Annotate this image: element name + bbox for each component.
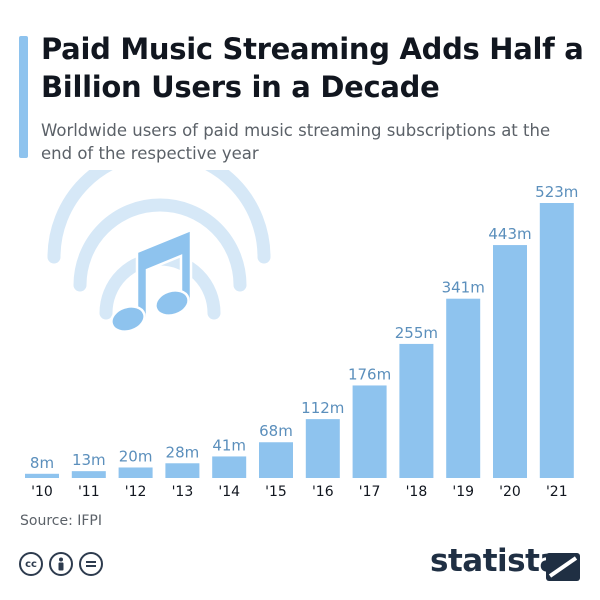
wave-outer [47, 170, 271, 264]
x-tick-label: '19 [452, 484, 474, 500]
value-label: 68m [259, 422, 293, 440]
value-label: 523m [535, 183, 578, 201]
cc-icon: cc [19, 552, 43, 576]
x-tick-label: '18 [406, 484, 428, 500]
attribution-icon [49, 552, 73, 576]
x-tick-label: '12 [125, 484, 147, 500]
value-label: 176m [348, 365, 391, 383]
bars-group: 8m '10 13m '11 20m '12 28m '13 41m '14 68m '15 112m '… [25, 183, 578, 500]
bar [352, 385, 387, 478]
wave-middle [73, 198, 247, 292]
value-label: 341m [442, 279, 485, 297]
x-tick-label: '17 [359, 484, 381, 500]
bar [539, 203, 574, 478]
bar [165, 463, 200, 478]
note-glyph [110, 228, 193, 333]
bar [212, 456, 247, 478]
source-note: Source: IFPI [20, 513, 103, 529]
value-label: 443m [488, 225, 531, 243]
x-tick-label: '15 [265, 484, 287, 500]
x-tick-label: '13 [172, 484, 194, 500]
bar-chart: 8m '10 13m '11 20m '12 28m '13 41m '14 68m '15 112m '… [25, 170, 578, 500]
chart-subtitle: Worldwide users of paid music streaming … [41, 121, 551, 163]
bar [25, 473, 59, 478]
value-label: 20m [119, 447, 153, 465]
value-label: 13m [72, 451, 106, 469]
x-tick-label: '10 [31, 484, 53, 500]
x-tick-label: '11 [78, 484, 100, 500]
brand-wordmark: statista [430, 543, 560, 579]
value-label: 8m [30, 454, 54, 472]
bar [493, 245, 527, 478]
bar [446, 298, 481, 478]
bar [399, 343, 434, 478]
x-tick-label: '21 [546, 484, 568, 500]
bar [71, 471, 106, 478]
x-tick-label: '14 [218, 484, 240, 500]
statista-logo-icon [546, 553, 580, 581]
music-note-icon [47, 170, 271, 333]
accent-bar [19, 36, 28, 158]
value-label: 112m [301, 399, 344, 417]
bar [118, 467, 153, 478]
bar [305, 419, 340, 478]
value-label: 28m [166, 443, 200, 461]
bar [259, 442, 293, 478]
license-icons: cc [19, 552, 103, 576]
value-label: 41m [212, 436, 246, 454]
x-tick-label: '16 [312, 484, 334, 500]
x-tick-label: '20 [499, 484, 521, 500]
chart-title: Paid Music Streaming Adds Half a Billion… [41, 32, 584, 104]
no-derivatives-icon [79, 552, 103, 576]
value-label: 255m [395, 324, 438, 342]
